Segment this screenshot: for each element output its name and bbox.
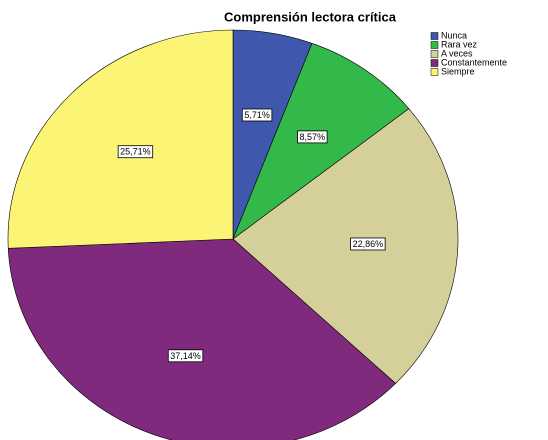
chart-title: Comprensión lectora crítica: [224, 9, 397, 24]
pie-slice: [7, 29, 234, 249]
data-label: 5,71%: [244, 110, 270, 120]
legend-label: Rara vez: [441, 39, 478, 49]
pie-slice: [232, 108, 459, 384]
legend-swatch: [430, 68, 439, 76]
label-box: [167, 349, 204, 363]
legend-label: Constantemente: [441, 57, 507, 67]
legend-swatch: [430, 32, 439, 40]
legend-swatch: [430, 50, 439, 58]
data-label: 22,86%: [353, 239, 384, 249]
legend-label: A veces: [441, 48, 473, 58]
legend-label: Siempre: [441, 66, 475, 76]
label-box: [117, 145, 154, 159]
data-label: 25,71%: [120, 147, 151, 157]
label-box: [350, 237, 386, 251]
label-box: [297, 130, 328, 144]
data-label: 8,57%: [300, 132, 326, 142]
legend-swatch: [430, 59, 439, 67]
data-label: 37,14%: [170, 351, 201, 361]
pie-slice: [7, 238, 397, 440]
legend-label: Nunca: [441, 30, 467, 40]
legend-swatch: [430, 41, 439, 49]
label-box: [241, 108, 273, 122]
